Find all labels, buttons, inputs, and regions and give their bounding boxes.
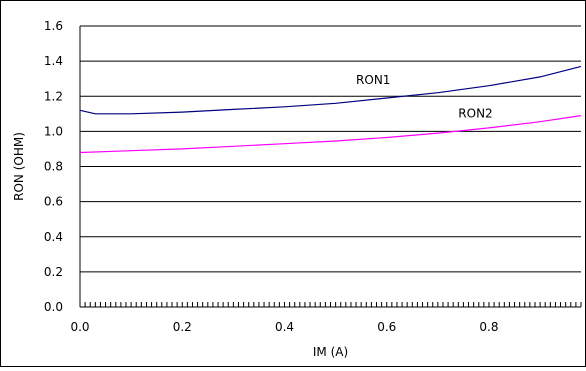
y-axis-title: RON (OHM) <box>12 132 26 201</box>
y-tick-label-1.2: 1.2 <box>44 89 63 103</box>
y-tick-label-1.4: 1.4 <box>44 54 63 68</box>
y-tick-label-0.2: 0.2 <box>44 265 63 279</box>
y-tick-label-0.0: 0.0 <box>44 300 63 314</box>
series-line-ron2 <box>79 115 582 154</box>
x-tick-label-0.6: 0.6 <box>377 320 396 334</box>
x-tick-label-0.2: 0.2 <box>173 320 192 334</box>
x-axis-title: IM (A) <box>313 345 348 359</box>
series-label-ron2: RON2 <box>458 106 492 120</box>
y-tick-label-1.6: 1.6 <box>44 19 63 33</box>
gridlines <box>80 25 581 273</box>
y-tick-label-0.8: 0.8 <box>44 160 63 174</box>
x-tick-label-0.8: 0.8 <box>479 320 498 334</box>
x-tick-label-0.4: 0.4 <box>275 320 294 334</box>
series-label-ron1: RON1 <box>356 73 390 87</box>
y-tick-label-1.0: 1.0 <box>44 124 63 138</box>
series-line-ron1 <box>79 65 582 115</box>
text-labels: 0.0 0.2 0.4 0.6 0.8 1.0 1.2 1.4 1.6 0.0 0.2 0.4 0.6 0… <box>12 19 499 359</box>
x-tick-label-0.0: 0.0 <box>70 320 89 334</box>
series-lines <box>79 65 582 154</box>
y-tick-label-0.6: 0.6 <box>44 195 63 209</box>
y-tick-label-0.4: 0.4 <box>44 230 63 244</box>
tick-marks <box>79 302 582 307</box>
